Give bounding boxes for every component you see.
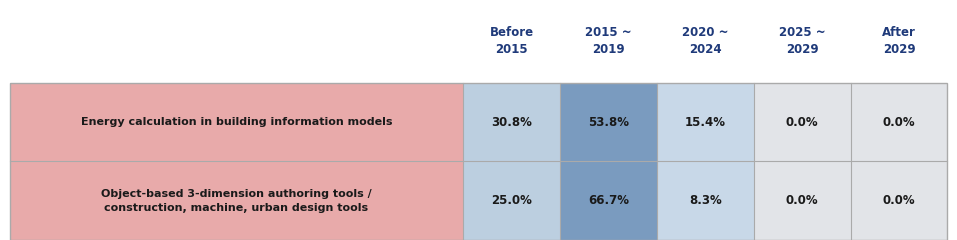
Bar	[463, 161, 560, 240]
Bar	[657, 83, 754, 161]
Text: 2020 ~
2024: 2020 ~ 2024	[682, 26, 728, 56]
Text: 25.0%: 25.0%	[492, 194, 532, 207]
Text: 0.0%: 0.0%	[786, 116, 818, 129]
Bar	[754, 161, 851, 240]
Text: 53.8%: 53.8%	[589, 116, 629, 129]
Text: After
2029: After 2029	[882, 26, 916, 56]
Text: 30.8%: 30.8%	[492, 116, 532, 129]
Text: Before
2015: Before 2015	[490, 26, 534, 56]
Bar	[10, 83, 463, 161]
Text: Energy calculation in building information models: Energy calculation in building informati…	[80, 117, 392, 127]
Text: 0.0%: 0.0%	[786, 194, 818, 207]
Bar	[851, 83, 947, 161]
Text: 0.0%: 0.0%	[882, 116, 915, 129]
Bar	[463, 83, 560, 161]
Text: 66.7%: 66.7%	[589, 194, 629, 207]
Text: 0.0%: 0.0%	[882, 194, 915, 207]
Bar	[851, 161, 947, 240]
Text: 15.4%: 15.4%	[685, 116, 726, 129]
Bar	[657, 161, 754, 240]
Bar	[754, 83, 851, 161]
Bar	[10, 161, 463, 240]
Text: 2015 ~
2019: 2015 ~ 2019	[586, 26, 632, 56]
Text: 8.3%: 8.3%	[689, 194, 722, 207]
Text: Object-based 3-dimension authoring tools /
construction, machine, urban design t: Object-based 3-dimension authoring tools…	[101, 189, 372, 213]
Bar	[10, 83, 947, 240]
Text: 2025 ~
2029: 2025 ~ 2029	[779, 26, 826, 56]
Bar	[560, 161, 657, 240]
Bar	[560, 83, 657, 161]
